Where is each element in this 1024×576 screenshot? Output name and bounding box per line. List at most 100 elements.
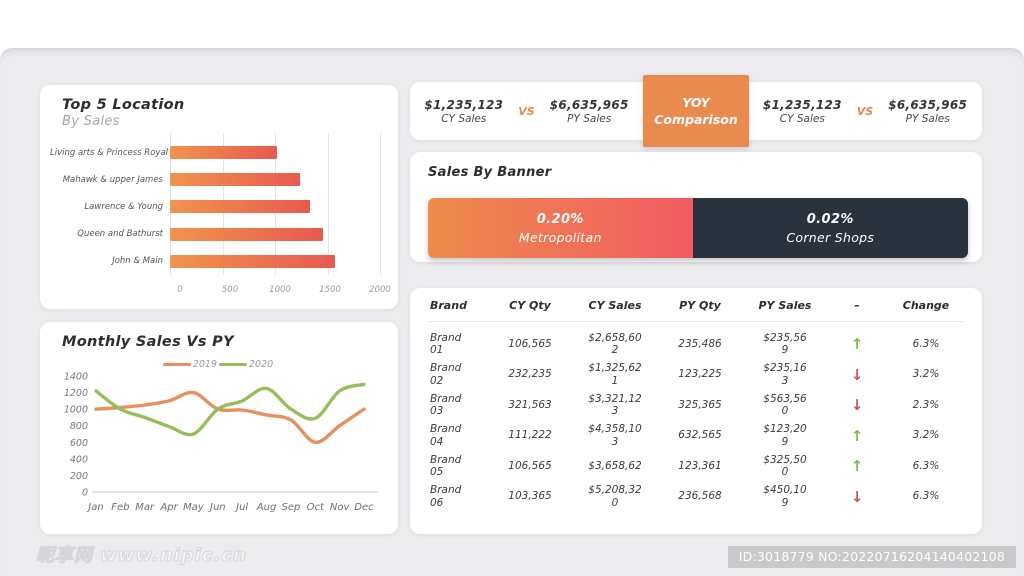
cell-cy-sales: $1,325,621 <box>574 362 656 387</box>
cy-sales-value: $1,325,621 <box>588 362 642 387</box>
py-sales-value: $235,569 <box>763 331 807 357</box>
brand-name: Brand 04 <box>430 423 462 448</box>
py-sales-value: $6,635,965 <box>888 97 968 112</box>
cell-cy-qty: 321,563 <box>508 398 552 411</box>
x-tick-label: Dec <box>354 502 374 513</box>
table-header-cy-sales: CY Sales <box>588 299 642 312</box>
top5-bar-chart: Living arts & Princess Royal Mahawk & upp… <box>50 133 381 275</box>
yoy-button-line1: YOY <box>682 94 710 110</box>
cell-change: 2.3% <box>912 398 940 411</box>
bar <box>170 200 310 214</box>
top5-plot-area <box>170 133 381 275</box>
banner-stacked-bar: 0.20% Metropolitan 0.02% Corner Shops <box>428 198 968 258</box>
y-tick-label: 0 <box>82 488 88 499</box>
cell-py-qty: 236,568 <box>678 490 722 503</box>
trend-up-icon: ↑ <box>850 457 864 476</box>
trend-up-icon: ↑ <box>850 335 864 354</box>
cell-cy-qty: 103,365 <box>508 490 552 503</box>
x-tick-label: Mar <box>135 502 155 513</box>
cell-brand: Brand 01 <box>428 332 486 357</box>
watermark-id-badge: ID:3018779 NO:20220716204140402108 <box>727 546 1016 568</box>
cell-change: 6.3% <box>912 459 940 472</box>
trend-down-icon: ↓ <box>850 365 864 384</box>
py-sales-value: $325,500 <box>763 453 807 479</box>
x-tick-label: Jun <box>208 502 226 513</box>
cell-change: 6.3% <box>912 337 940 350</box>
cy-sales-value: $3,321,123 <box>588 392 642 418</box>
table-row: Brand 01 106,565 $2,658,602 235,486 $235,569… <box>428 329 964 360</box>
bar-category-label: Living arts & Princess Royal <box>50 147 169 158</box>
table-header-row: Brand CY Qty CY Sales PY Qty PY Sales – Change <box>428 299 964 322</box>
banner-segment-label: Corner Shops <box>786 229 875 245</box>
cy-sales-stat: $1,235,123 CY Sales <box>763 98 842 125</box>
y-tick-label: 600 <box>70 438 88 449</box>
x-tick-label: Jan <box>86 502 103 513</box>
table-header-trend: – <box>854 299 860 312</box>
gridline <box>380 133 381 275</box>
cell-py-sales: $123,209 <box>744 423 826 448</box>
cy-sales-value: $2,658,602 <box>588 331 642 357</box>
x-tick-label: Feb <box>111 502 129 513</box>
py-sales-value: $123,209 <box>763 423 807 448</box>
yoy-left-group: $1,235,123 CY Sales VS $6,635,965 PY Sal… <box>410 82 643 140</box>
brand-name: Brand 06 <box>430 484 462 509</box>
legend-line-swatch <box>219 363 247 366</box>
cy-sales-value: $1,235,123 <box>762 97 842 112</box>
table-row: Brand 02 232,235 $1,325,621 123,225 $235,163… <box>428 360 964 391</box>
legend-label: 2019 <box>192 359 217 370</box>
banner-segment-value: 0.02% <box>806 211 854 227</box>
cell-cy-sales: $3,658,62 <box>574 460 656 473</box>
sales-by-banner-card: Sales By Banner 0.20% Metropolitan 0.02% Co… <box>410 152 982 262</box>
cy-sales-value: $1,235,123 <box>424 97 504 112</box>
yoy-comparison-button[interactable]: YOY Comparison <box>643 75 749 147</box>
cell-brand: Brand 02 <box>428 362 486 387</box>
top5-card-title: Top 5 Location <box>62 97 185 113</box>
cy-sales-stat: $1,235,123 CY Sales <box>424 98 503 125</box>
cell-py-qty: 632,565 <box>678 429 722 442</box>
cell-cy-sales: $2,658,602 <box>574 332 656 357</box>
bar-category-label: John & Main <box>112 256 163 267</box>
cell-cy-sales: $5,208,320 <box>574 484 656 509</box>
watermark-logo: 昵享网 www.nipic.cn <box>36 545 247 567</box>
cell-change: 3.2% <box>912 368 940 381</box>
bar <box>170 254 335 268</box>
table-row: Brand 06 103,365 $5,208,320 236,568 $450,109… <box>428 482 964 513</box>
gridline <box>327 133 329 275</box>
banner-segment-value: 0.20% <box>536 211 584 227</box>
top5-card-subtitle: By Sales <box>62 114 120 129</box>
line-series-2020 <box>94 382 366 437</box>
cell-py-sales: $450,109 <box>744 484 826 509</box>
brand-name: Brand 03 <box>430 392 462 418</box>
legend-item-2020[interactable]: 2020 <box>219 359 275 370</box>
x-tick-label: Aug <box>256 502 277 513</box>
py-sales-stat: $6,635,965 PY Sales <box>888 98 967 125</box>
cy-sales-label: CY Sales <box>779 112 825 125</box>
x-tick-label: 1000 <box>269 285 291 295</box>
py-sales-label: PY Sales <box>567 112 612 125</box>
table-header-cy-qty: CY Qty <box>509 299 551 312</box>
x-tick-label: 2000 <box>369 285 391 295</box>
cell-cy-qty: 232,235 <box>508 368 552 381</box>
cy-sales-value: $4,358,103 <box>588 423 642 448</box>
brand-name: Brand 05 <box>430 453 462 479</box>
cell-py-sales: $235,163 <box>744 362 826 387</box>
vs-label: VS <box>518 104 535 118</box>
y-tick-label: 1400 <box>64 372 88 383</box>
cy-sales-value: $3,658,62 <box>588 459 642 472</box>
trend-up-icon: ↑ <box>850 426 864 445</box>
bar <box>170 146 278 160</box>
bar <box>170 227 324 241</box>
brand-name: Brand 01 <box>430 331 462 357</box>
bar-category-label: Lawrence & Young <box>84 201 163 212</box>
cy-sales-label: CY Sales <box>441 112 487 125</box>
cell-py-sales: $325,500 <box>744 454 826 479</box>
table-row: Brand 03 321,563 $3,321,123 325,365 $563,560… <box>428 390 964 421</box>
cell-brand: Brand 06 <box>428 484 486 509</box>
yoy-comparison-card: $1,235,123 CY Sales VS $6,635,965 PY Sal… <box>410 75 982 147</box>
cell-py-qty: 123,361 <box>678 459 722 472</box>
legend-item-2019[interactable]: 2019 <box>162 359 219 370</box>
y-tick-label: 1000 <box>64 405 88 416</box>
cell-cy-qty: 106,565 <box>508 459 552 472</box>
monthly-card-title: Monthly Sales Vs PY <box>62 334 234 350</box>
